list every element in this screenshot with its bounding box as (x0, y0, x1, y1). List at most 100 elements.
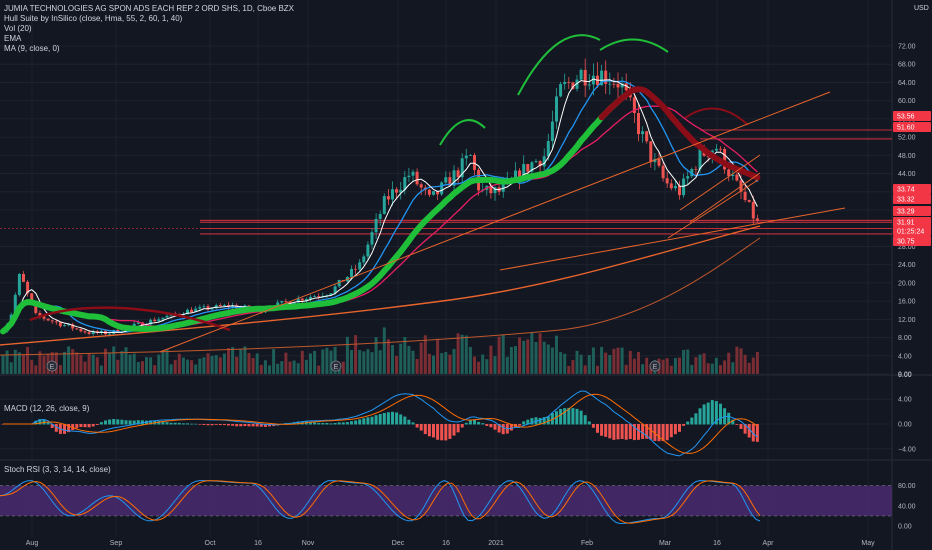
volume-bar (563, 353, 567, 374)
trend-line (159, 91, 831, 353)
candle-body (382, 196, 386, 214)
price-badge (893, 226, 931, 236)
volume-bar (407, 346, 411, 374)
stoch-tick-label: 40.00 (898, 503, 916, 510)
macd-histogram-bar (481, 423, 485, 425)
macd-histogram-bar (329, 423, 333, 425)
price-tick-label: 48.00 (898, 153, 916, 160)
volume-bar (473, 356, 476, 374)
volume-bar (714, 357, 718, 374)
earnings-marker-circle (330, 360, 342, 372)
volume-bar (735, 346, 739, 374)
hull-band-down (598, 86, 761, 181)
volume-bar (128, 354, 132, 374)
volume-bar (514, 346, 517, 374)
macd-histogram-bar (50, 424, 54, 428)
volume-bar (165, 349, 169, 374)
hull-arc (684, 107, 749, 126)
macd-histogram-bar (468, 419, 472, 425)
candle-body (514, 170, 517, 178)
macd-histogram-bar (382, 412, 386, 425)
volume-bar (263, 360, 267, 374)
macd-histogram-bar (501, 424, 505, 435)
volume-bar (63, 351, 66, 374)
macd-histogram-bar (604, 424, 608, 437)
volume-bar (710, 363, 714, 374)
candle-body (444, 177, 448, 183)
macd-histogram-bar (157, 421, 161, 425)
symbol-title: JUMIA TECHNOLOGIES AG SPON ADS EACH REP … (4, 4, 295, 13)
candle-body (83, 331, 87, 333)
macd-histogram-bar (641, 424, 645, 439)
macd-histogram-bar (563, 408, 567, 425)
volume-bar (534, 342, 538, 374)
macd-histogram-bar (186, 423, 189, 425)
volume-bar (452, 348, 456, 374)
volume-bar (448, 354, 452, 374)
candle-body (526, 164, 530, 172)
candle-body (534, 161, 538, 163)
candle-body (518, 170, 522, 181)
volume-bar (177, 353, 181, 374)
volume-bar (341, 361, 345, 374)
candle-body (448, 177, 452, 186)
candle-body (354, 268, 358, 270)
macd-histogram-bar (575, 408, 579, 425)
volume-bar (87, 353, 91, 374)
candle-body (579, 69, 583, 80)
axes: 72.0068.0064.0060.0056.0052.0048.0044.00… (26, 44, 931, 547)
volume-bar (30, 359, 34, 374)
macd-histogram-bar (485, 424, 489, 426)
candle-body (665, 178, 669, 184)
macd-histogram-bar (206, 424, 210, 426)
volume-bar (419, 342, 423, 374)
candle-body (190, 309, 194, 313)
volume-bar (235, 356, 239, 374)
hull-arc (439, 119, 486, 146)
macd-histogram-bar (735, 424, 739, 425)
volume-bar (17, 352, 21, 374)
volume-bar (268, 365, 271, 374)
macd-histogram-bar (616, 424, 620, 440)
macd-histogram-bar (530, 418, 534, 425)
macd-histogram-bar (317, 422, 321, 425)
macd-histogram-bar (87, 424, 91, 428)
macd-histogram-bar (571, 408, 575, 425)
macd-histogram-bar (231, 424, 235, 426)
indicator-vol: Vol (20) (4, 24, 32, 33)
candle-body (304, 298, 308, 301)
volume-bar (26, 346, 30, 374)
candle-body (452, 170, 456, 186)
macd-histogram-bar (161, 421, 165, 425)
volume-bar (673, 358, 677, 374)
macd-histogram-bar (91, 424, 95, 427)
macd-histogram-bar (169, 422, 173, 425)
price-badge-label: 33.32 (897, 197, 915, 204)
macd-histogram-bar (686, 421, 690, 425)
macd-histogram-bar (350, 421, 353, 425)
macd-histogram-bar (542, 417, 546, 425)
candle-body (612, 83, 616, 85)
volume-bar (579, 354, 583, 374)
ma-blue-line (2, 80, 758, 333)
macd-histogram-bar (325, 422, 329, 425)
macd-histogram-bar (628, 424, 632, 439)
candle-body (751, 201, 755, 219)
volume-bar (591, 347, 595, 374)
macd-tick-label: −4.00 (898, 446, 916, 453)
candle-body (214, 305, 218, 309)
volume-bar (719, 365, 722, 374)
macd-histogram-bar (341, 422, 345, 425)
earnings-marker-label: E (653, 364, 658, 371)
volume-bar (83, 361, 87, 374)
candle-body (71, 324, 75, 329)
macd-histogram-bar (42, 419, 46, 425)
macd-histogram-bar (653, 424, 657, 441)
macd-tick-label: 8.00 (898, 372, 912, 379)
macd-tick-label: 0.00 (898, 422, 912, 429)
macd-histogram-bar (247, 424, 251, 427)
volume-bar (464, 335, 468, 374)
volume-bar (22, 354, 25, 374)
candle-body (624, 83, 628, 91)
